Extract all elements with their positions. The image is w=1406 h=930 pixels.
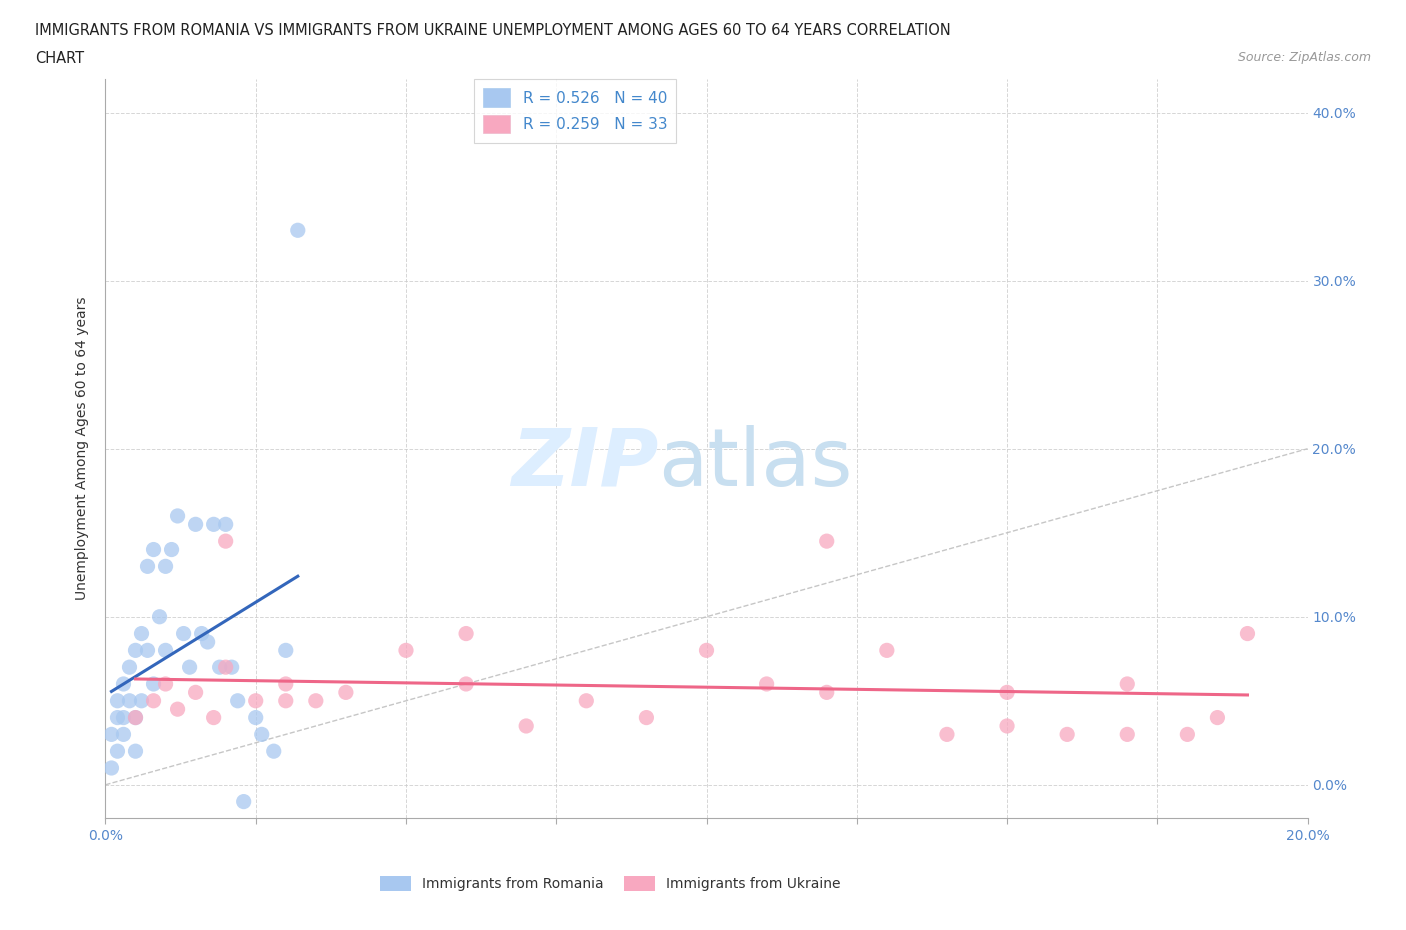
Point [136,643,159,658]
Point [118,659,141,674]
Point [142,542,165,557]
Point [245,711,267,725]
Point [1236,626,1258,641]
Point [190,626,212,641]
Point [454,626,477,641]
Point [202,517,225,532]
Point [107,694,129,709]
Point [226,694,249,709]
Point [287,223,309,238]
Point [815,684,838,699]
Point [112,727,135,742]
Point [214,534,236,549]
Text: ZIP: ZIP [510,424,658,502]
Point [1116,676,1139,691]
Point [184,517,207,532]
Point [1116,727,1139,742]
Point [876,643,898,658]
Point [124,711,146,725]
Point [124,744,146,759]
Point [214,659,236,674]
Point [454,676,477,691]
Point [274,676,297,691]
Point [112,676,135,691]
Point [131,694,153,709]
Text: Source: ZipAtlas.com: Source: ZipAtlas.com [1237,51,1371,64]
Point [131,626,153,641]
Point [148,609,170,624]
Point [335,684,357,699]
Point [815,534,838,549]
Point [221,659,243,674]
Point [142,676,165,691]
Point [208,659,231,674]
Point [160,542,183,557]
Text: atlas: atlas [658,424,853,502]
Point [155,559,177,574]
Point [173,626,195,641]
Point [100,761,122,776]
Point [184,684,207,699]
Point [166,509,188,524]
Point [214,517,236,532]
Point [124,643,146,658]
Point [274,643,297,658]
Point [107,711,129,725]
Point [107,744,129,759]
Point [245,694,267,709]
Point [1206,711,1229,725]
Point [100,727,122,742]
Point [305,694,328,709]
Y-axis label: Unemployment Among Ages 60 to 64 years: Unemployment Among Ages 60 to 64 years [76,297,90,601]
Legend: Immigrants from Romania, Immigrants from Ukraine: Immigrants from Romania, Immigrants from… [374,870,846,897]
Point [142,694,165,709]
Point [995,684,1018,699]
Point [112,711,135,725]
Point [274,694,297,709]
Point [263,744,285,759]
Point [197,634,219,649]
Point [395,643,418,658]
Point [155,643,177,658]
Point [166,702,188,717]
Text: IMMIGRANTS FROM ROMANIA VS IMMIGRANTS FROM UKRAINE UNEMPLOYMENT AMONG AGES 60 TO: IMMIGRANTS FROM ROMANIA VS IMMIGRANTS FR… [35,23,950,38]
Text: CHART: CHART [35,51,84,66]
Point [179,659,201,674]
Point [755,676,778,691]
Point [995,719,1018,734]
Point [124,711,146,725]
Point [1175,727,1198,742]
Point [696,643,718,658]
Point [155,676,177,691]
Point [232,794,254,809]
Point [202,711,225,725]
Point [1056,727,1078,742]
Point [575,694,598,709]
Point [936,727,959,742]
Point [118,694,141,709]
Point [250,727,273,742]
Point [636,711,658,725]
Point [515,719,537,734]
Point [136,559,159,574]
